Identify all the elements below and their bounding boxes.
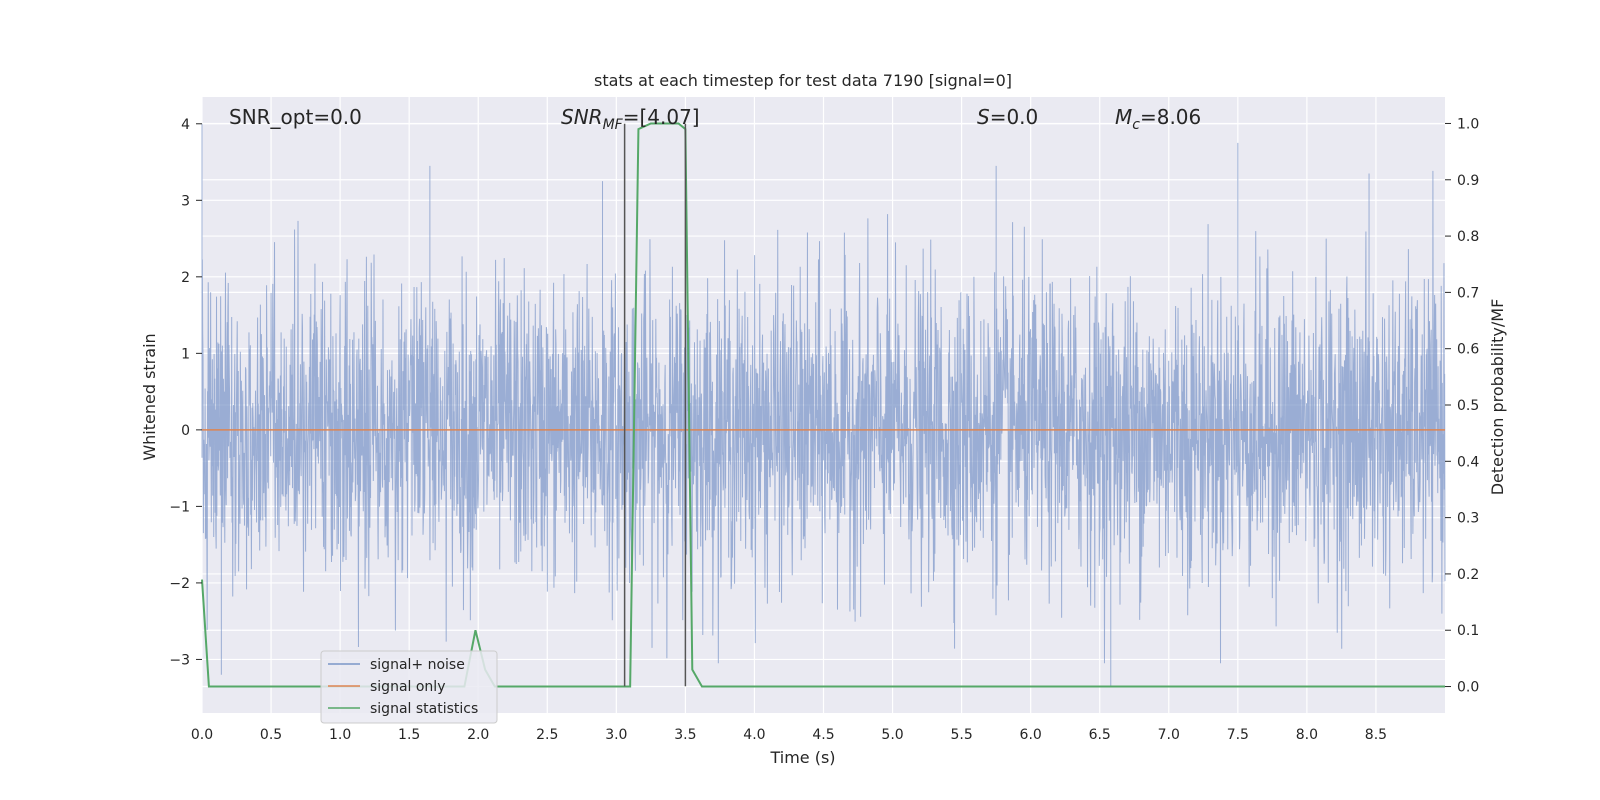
x-tick-label: 3.5 xyxy=(674,727,696,743)
x-tick-label: 0.0 xyxy=(191,727,213,743)
y-tick-label: −3 xyxy=(169,652,190,668)
y2-axis-label: Detection probability/MF xyxy=(1488,299,1507,496)
y2-tick-label: 0.9 xyxy=(1457,173,1479,189)
x-tick-label: 1.5 xyxy=(398,727,420,743)
y-tick-label: 3 xyxy=(181,193,190,209)
y-tick-label: 2 xyxy=(181,270,190,286)
x-axis-ticks: 0.0 0.5 1.0 1.5 2.0 2.5 3.0 3.5 4.0 4.5 5.0 5.5 6.0 6… xyxy=(191,727,1387,743)
x-tick-label: 7.0 xyxy=(1158,727,1180,743)
x-tick-label: 1.0 xyxy=(329,727,351,743)
annotation-s: S=0.0 xyxy=(977,105,1038,129)
y-tick-label: 4 xyxy=(181,117,190,133)
x-tick-label: 4.5 xyxy=(812,727,834,743)
x-tick-label: 2.0 xyxy=(467,727,489,743)
y2-tick-label: 0.3 xyxy=(1457,511,1479,527)
x-tick-label: 5.5 xyxy=(950,727,972,743)
legend-entry-signal-statistics: signal statistics xyxy=(370,701,478,717)
y2-tick-label: 0.5 xyxy=(1457,398,1479,414)
x-tick-label: 8.0 xyxy=(1296,727,1318,743)
y2-tick-label: 0.8 xyxy=(1457,229,1479,245)
x-tick-label: 0.5 xyxy=(260,727,282,743)
y2-tick-label: 0.2 xyxy=(1457,567,1479,583)
y-axis-label: Whitened strain xyxy=(140,333,159,460)
y2-tick-label: 0.1 xyxy=(1457,623,1479,639)
x-tick-label: 8.5 xyxy=(1365,727,1387,743)
annotation-mc: Mc=8.06 xyxy=(1115,105,1201,133)
y-tick-label: 1 xyxy=(181,346,190,362)
legend: signal+ noise signal only signal statist… xyxy=(320,650,498,724)
legend-box xyxy=(320,650,498,724)
x-tick-label: 7.5 xyxy=(1227,727,1249,743)
y-tick-label: 0 xyxy=(181,423,190,439)
vertical-markers xyxy=(623,123,687,687)
annotation-snr-opt: SNR_opt=0.0 xyxy=(229,105,362,129)
y2-axis-ticks: 1.0 0.9 0.8 0.7 0.6 0.5 0.4 0.3 0.2 0.1 0.0 xyxy=(1445,116,1479,696)
y-tick-label: −1 xyxy=(169,499,190,515)
y2-tick-label: 0.4 xyxy=(1457,454,1479,470)
chart-title: stats at each timestep for test data 719… xyxy=(594,71,1012,90)
legend-entry-signal-noise: signal+ noise xyxy=(370,657,465,673)
x-axis-label: Time (s) xyxy=(769,748,835,767)
legend-entry-signal-only: signal only xyxy=(370,679,445,695)
y2-tick-label: 0.0 xyxy=(1457,680,1479,696)
x-tick-label: 3.0 xyxy=(605,727,627,743)
x-tick-label: 5.0 xyxy=(881,727,903,743)
annotations: SNR_opt=0.0 SNRMF=[4.07] S=0.0 Mc=8.06 xyxy=(229,105,1201,133)
y2-tick-label: 0.7 xyxy=(1457,285,1479,301)
x-tick-label: 4.0 xyxy=(743,727,765,743)
y2-tick-label: 0.6 xyxy=(1457,342,1479,358)
annotation-snr-mf: SNRMF=[4.07] xyxy=(561,105,700,133)
y-axis-ticks: 4 3 2 1 0 −1 −2 −3 xyxy=(169,117,202,668)
x-tick-label: 2.5 xyxy=(536,727,558,743)
x-tick-label: 6.0 xyxy=(1020,727,1042,743)
y-tick-label: −2 xyxy=(169,576,190,592)
x-tick-label: 6.5 xyxy=(1089,727,1111,743)
y2-tick-label: 1.0 xyxy=(1457,116,1479,132)
